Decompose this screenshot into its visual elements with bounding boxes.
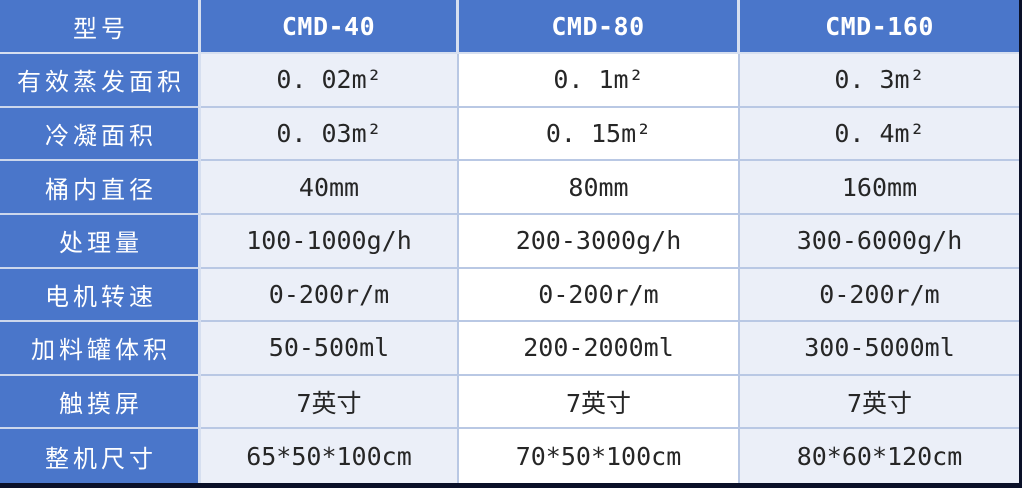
table-row-throughput: 处理量 100-1000g/h 200-3000g/h 300-6000g/h: [0, 214, 1019, 269]
cell-value: 7英寸: [201, 375, 459, 430]
cell-value: 65*50*100cm: [201, 429, 459, 483]
table-row-overall-size: 整机尺寸 65*50*100cm 70*50*100cm 80*60*120cm: [0, 429, 1019, 483]
cell-value: 7英寸: [459, 375, 740, 430]
cell-value: 0-200r/m: [201, 268, 459, 323]
header-row: 型号 CMD-40 CMD-80 CMD-160: [0, 0, 1019, 54]
cell-value: 200-3000g/h: [459, 214, 740, 269]
cell-value: 200-2000ml: [459, 322, 740, 376]
cell-value: 100-1000g/h: [201, 214, 459, 269]
cell-value: 0. 4m²: [740, 107, 1019, 162]
row-label: 有效蒸发面积: [0, 54, 201, 108]
table-row-evaporation-area: 有效蒸发面积 0. 02m² 0. 1m² 0. 3m²: [0, 54, 1019, 108]
cell-value: 50-500ml: [201, 322, 459, 376]
cell-value: 70*50*100cm: [459, 429, 740, 483]
cell-value: 0. 02m²: [201, 54, 459, 108]
row-label: 冷凝面积: [0, 107, 201, 162]
table-row-barrel-diameter: 桶内直径 40mm 80mm 160mm: [0, 161, 1019, 215]
cell-value: 160mm: [740, 161, 1019, 215]
header-model-label: 型号: [0, 0, 201, 54]
cell-value: 0. 1m²: [459, 54, 740, 108]
cell-value: 300-5000ml: [740, 322, 1019, 376]
table-row-motor-speed: 电机转速 0-200r/m 0-200r/m 0-200r/m: [0, 268, 1019, 323]
row-label: 处理量: [0, 214, 201, 269]
row-label: 整机尺寸: [0, 429, 201, 483]
cell-value: 0-200r/m: [740, 268, 1019, 323]
cell-value: 0-200r/m: [459, 268, 740, 323]
row-label: 桶内直径: [0, 161, 201, 215]
cell-value: 300-6000g/h: [740, 214, 1019, 269]
cell-value: 80mm: [459, 161, 740, 215]
cell-value: 0. 3m²: [740, 54, 1019, 108]
table-row-touch-screen: 触摸屏 7英寸 7英寸 7英寸: [0, 375, 1019, 430]
cell-value: 80*60*120cm: [740, 429, 1019, 483]
cell-value: 7英寸: [740, 375, 1019, 430]
row-label: 触摸屏: [0, 375, 201, 430]
cell-value: 0. 03m²: [201, 107, 459, 162]
table-row-condensation-area: 冷凝面积 0. 03m² 0. 15m² 0. 4m²: [0, 107, 1019, 162]
header-cmd-40: CMD-40: [201, 0, 459, 54]
header-cmd-80: CMD-80: [459, 0, 740, 54]
row-label: 电机转速: [0, 268, 201, 323]
table-row-feed-tank-volume: 加料罐体积 50-500ml 200-2000ml 300-5000ml: [0, 322, 1019, 376]
cell-value: 0. 15m²: [459, 107, 740, 162]
row-label: 加料罐体积: [0, 322, 201, 376]
header-cmd-160: CMD-160: [740, 0, 1019, 54]
cell-value: 40mm: [201, 161, 459, 215]
